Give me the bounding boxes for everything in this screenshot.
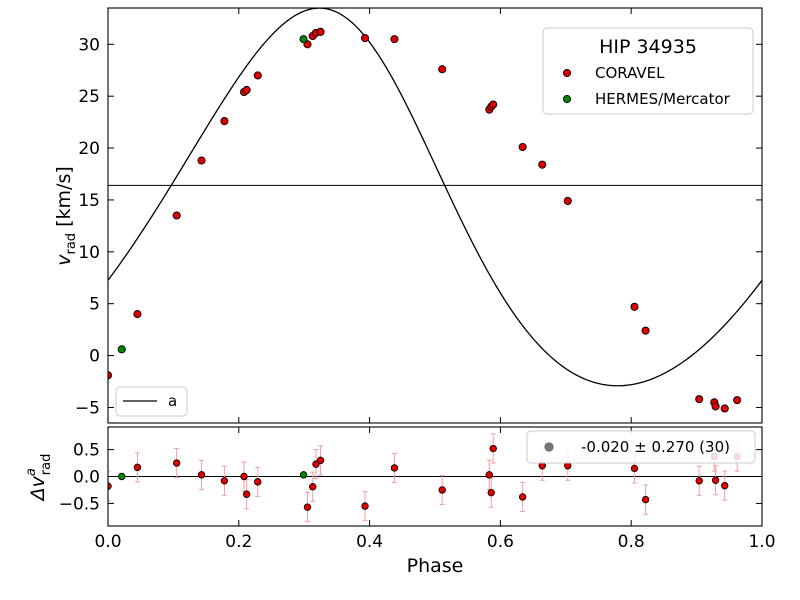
legend-title: HIP 34935	[599, 36, 697, 58]
coravel-point	[197, 156, 206, 165]
x-tick-label: 0.2	[225, 532, 252, 552]
top-y-tick-label: 10	[78, 243, 100, 263]
residual-y-label-sup: a	[24, 468, 39, 476]
coravel-point	[489, 100, 498, 109]
top-y-tick-label: −5	[75, 398, 100, 418]
top-y-tick-label: 25	[78, 87, 100, 107]
residual-y-label-sub: rad	[39, 454, 54, 476]
coravel-point	[518, 142, 527, 152]
coravel-point	[390, 35, 399, 44]
coravel-residual-point	[242, 490, 251, 498]
coravel-residual-point	[641, 495, 650, 504]
x-tick-label: 1.0	[748, 532, 775, 552]
residual-y-tick-label: −0.5	[59, 494, 100, 514]
coravel-residual-point	[630, 464, 639, 473]
coravel-residual-point	[172, 459, 181, 467]
coravel-residual-point	[711, 476, 720, 484]
top-data-points	[108, 27, 742, 413]
coravel-point	[711, 402, 720, 411]
coravel-residual-point	[721, 481, 729, 490]
coravel-point	[133, 310, 142, 319]
coravel-residual-point	[487, 488, 495, 497]
series-legend-box	[542, 27, 754, 115]
coravel-point	[538, 160, 547, 169]
fit-legend: a	[115, 386, 188, 417]
coravel-residual-point	[303, 503, 312, 511]
coravel-residual-point	[361, 502, 369, 510]
coravel-residual-point	[309, 483, 317, 491]
top-y-tick-label: 5	[89, 295, 100, 315]
hermes-point	[117, 345, 126, 354]
coravel-residual-point	[489, 444, 497, 453]
coravel-point	[641, 326, 650, 335]
coravel-residual-point	[254, 478, 262, 486]
x-tick-label: 0.6	[487, 532, 514, 552]
coravel-point	[242, 85, 251, 95]
coravel-point	[172, 211, 181, 220]
coravel-residual-point	[316, 456, 325, 465]
residual-y-axis-label: Δvarad	[24, 454, 54, 503]
top-y-label-sub: rad	[64, 233, 79, 255]
coravel-point	[695, 395, 704, 404]
coravel-point	[316, 27, 325, 36]
top-y-tick-label: 15	[78, 191, 100, 211]
coravel-point	[360, 34, 370, 43]
coravel-point	[733, 396, 742, 405]
legend-hermes-marker	[562, 94, 572, 104]
coravel-residual-point	[133, 463, 142, 472]
hermes-residual-point	[299, 471, 308, 479]
top-y-axis-label: vrad [km/s]	[53, 166, 79, 266]
residual-data-points	[108, 444, 741, 511]
top-y-tick-label: 0	[89, 347, 100, 367]
hermes-point	[299, 35, 308, 44]
coravel-residual-point	[197, 471, 206, 479]
top-axes: −5 0 5 10 15 20 25 30	[75, 7, 763, 424]
top-y-label-rest: [km/s]	[53, 166, 75, 233]
coravel-residual-point	[695, 477, 703, 485]
coravel-residual-point	[518, 493, 527, 501]
top-y-label-main: v	[53, 254, 75, 266]
coravel-residual-point	[220, 477, 229, 485]
x-axis-label: Phase	[407, 555, 464, 577]
x-tick-label: 0.0	[94, 532, 121, 552]
coravel-point	[630, 302, 639, 311]
orbit-fit-curve	[108, 8, 762, 387]
residual-legend: -0.020 ± 0.270 (30)	[526, 430, 756, 464]
residual-y-label-main: Δv	[27, 475, 49, 502]
top-y-tick-label: 30	[78, 35, 100, 55]
x-tick-label: 0.8	[618, 532, 645, 552]
coravel-residual-point	[240, 472, 248, 481]
legend-coravel-label: CORAVEL	[595, 64, 665, 82]
series-legend: HIP 34935 CORAVEL HERMES/Mercator	[542, 27, 754, 115]
residual-y-tick-label: 0.0	[73, 468, 100, 488]
fit-legend-label: a	[168, 392, 177, 410]
coravel-point	[253, 71, 262, 80]
coravel-residual-point	[485, 471, 493, 479]
coravel-residual-point	[390, 464, 399, 472]
residual-legend-marker	[544, 442, 554, 452]
top-y-tick-label: 20	[78, 139, 100, 159]
coravel-point	[220, 117, 229, 126]
coravel-residual-point	[438, 486, 446, 494]
hermes-residual-point	[118, 472, 126, 481]
top-plot-frame	[107, 7, 763, 424]
coravel-point	[438, 65, 447, 74]
orbit-fit-curve-group	[108, 8, 762, 387]
legend-hermes-label: HERMES/Mercator	[595, 90, 731, 108]
legend-coravel-marker	[562, 68, 572, 78]
coravel-point	[563, 196, 572, 206]
coravel-point	[720, 404, 729, 413]
residual-legend-text: -0.020 ± 0.270 (30)	[581, 438, 730, 456]
residual-axes: −0.5 0.0 0.5 0.0 0.2 0.4 0.6 0.8 1.0	[59, 426, 776, 552]
residual-y-tick-label: 0.5	[73, 441, 100, 461]
residual-legend-box	[526, 430, 756, 464]
coravel-residual-point	[108, 482, 112, 490]
x-tick-label: 0.4	[356, 532, 383, 552]
